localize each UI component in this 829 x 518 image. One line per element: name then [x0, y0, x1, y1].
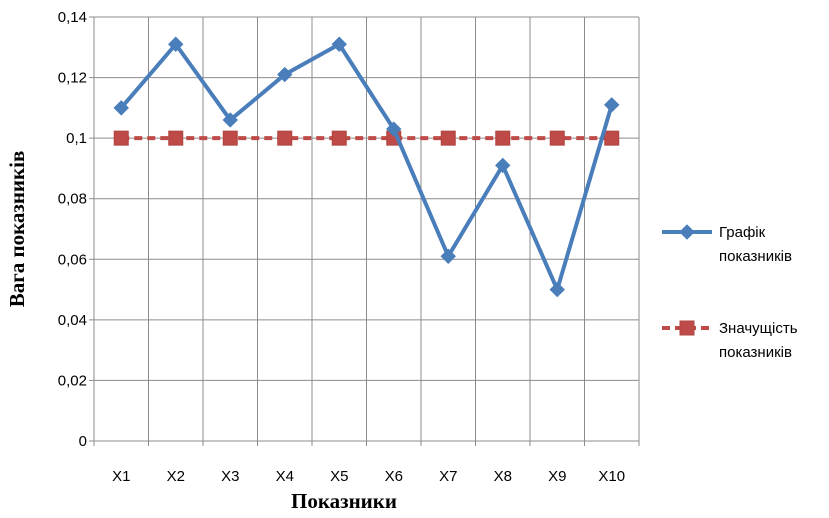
series-2-point [331, 130, 347, 146]
x-tick-label: X6 [385, 468, 403, 485]
series-2-point [222, 130, 238, 146]
series-1-point [331, 36, 347, 52]
series-1-point [495, 157, 511, 174]
y-tick-label: 0,08 [58, 191, 87, 208]
x-tick-label: X2 [167, 468, 185, 485]
series-1-point [549, 281, 565, 298]
y-tick-label: 0,06 [58, 251, 87, 268]
series-1-point [113, 100, 129, 116]
axis-ticks: 0 0,02 0,04 0,06 0,08 0,1 0,12 0,14 X1 X2 X3 X4 X5 X6… [58, 9, 625, 485]
series-2-point [277, 130, 293, 146]
legend-marker-2 [679, 320, 695, 336]
series-2-point [495, 130, 511, 146]
x-tick-label: X5 [330, 468, 348, 485]
legend-label-1: Графік [719, 224, 766, 241]
legend-label-2: показників [719, 344, 792, 361]
y-tick-label: 0,1 [66, 130, 87, 147]
legend-label-1: показників [719, 248, 792, 265]
x-tick-label: X8 [494, 468, 512, 485]
series-2-point [168, 130, 184, 146]
series-2-point [113, 130, 129, 146]
y-tick-label: 0,04 [58, 312, 87, 329]
x-tick-label: X9 [548, 468, 566, 485]
series-1-point [222, 112, 238, 128]
series-2-point [604, 130, 620, 146]
y-tick-label: 0,12 [58, 70, 87, 87]
legend-marker-1 [679, 224, 695, 240]
series-1-point [277, 66, 293, 83]
series-1-point [440, 248, 456, 264]
series-1-point [168, 36, 184, 52]
series-line-1 [119, 42, 614, 292]
x-tick-label: X4 [276, 468, 294, 485]
x-tick-label: X3 [221, 468, 239, 485]
x-tick-label: X7 [439, 468, 457, 485]
x-tick-label: X1 [112, 468, 130, 485]
y-axis-label: Вага показників [5, 151, 29, 308]
gridlines [93, 16, 640, 446]
legend: Графік показників Значущість показників [662, 224, 798, 361]
legend-label-2: Значущість [719, 320, 798, 337]
y-tick-label: 0 [79, 433, 87, 450]
series-1-point [386, 121, 402, 137]
series-2-point [440, 130, 456, 146]
y-tick-label: 0,02 [58, 372, 87, 389]
series-1-point [604, 97, 620, 113]
x-tick-label: X10 [598, 468, 625, 485]
series-2-point [549, 130, 565, 146]
x-axis-label: Показники [291, 489, 397, 513]
series-layer [113, 36, 620, 298]
y-tick-label: 0,14 [58, 9, 87, 26]
